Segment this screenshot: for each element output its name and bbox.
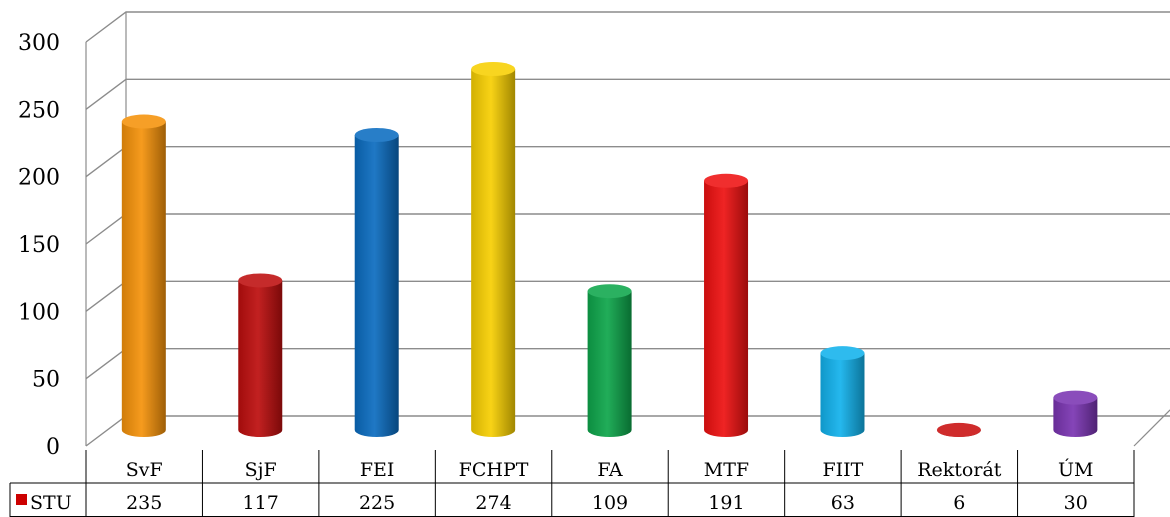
data-table-value: 63: [831, 492, 855, 514]
data-table-value: 109: [592, 492, 628, 514]
category-label: SvF: [126, 459, 163, 481]
y-axis-ticks: 0 50 100 150 200 250 300: [18, 31, 60, 460]
data-table: SvF SjF FEI FCHPT FA MTF FIIT Rektorát ÚM 235 117 2…: [9, 450, 1135, 517]
bar: [238, 273, 283, 437]
y-tick-label: 300: [18, 31, 60, 56]
category-label: MTF: [704, 459, 749, 481]
data-table-value: 274: [475, 492, 511, 514]
category-label: FIIT: [822, 459, 863, 481]
category-label: FCHPT: [459, 459, 529, 481]
gridline: [85, 213, 1170, 245]
series-name: STU: [30, 492, 72, 514]
bar: [354, 128, 399, 437]
y-tick-label: 0: [46, 435, 60, 460]
bar: [936, 422, 981, 437]
category-label: FEI: [360, 459, 395, 481]
y-tick-label: 50: [32, 368, 60, 393]
data-table-value: 30: [1064, 492, 1088, 514]
data-table-value: 117: [243, 492, 279, 514]
gridline: [85, 145, 1170, 178]
bar: [121, 114, 166, 438]
bar: [587, 284, 632, 437]
bar: [1053, 390, 1098, 437]
data-table-value: 191: [708, 492, 744, 514]
category-label: FA: [597, 459, 623, 481]
category-label: SjF: [245, 459, 277, 481]
category-label: ÚM: [1058, 458, 1093, 481]
legend-key: [16, 494, 27, 505]
bar: [471, 62, 516, 437]
gridline: [85, 78, 1170, 110]
data-table-value: 6: [953, 492, 965, 514]
data-table-value: 235: [126, 492, 162, 514]
gridline: [85, 11, 1170, 43]
category-label: Rektorát: [917, 459, 1002, 481]
bars: [121, 62, 1098, 438]
y-tick-label: 100: [18, 300, 60, 325]
bar: [704, 173, 749, 437]
data-table-value: 225: [359, 492, 395, 514]
y-tick-label: 150: [18, 233, 60, 258]
y-tick-label: 200: [18, 166, 60, 191]
y-tick-label: 250: [18, 98, 60, 123]
bar: [820, 346, 865, 437]
